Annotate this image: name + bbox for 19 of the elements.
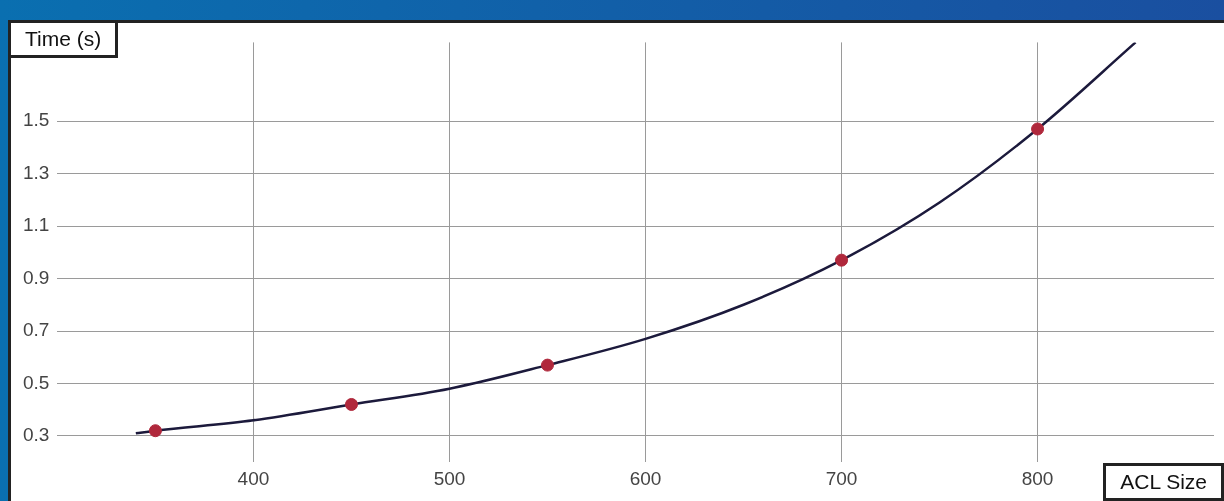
- y-tick-label: 1.3: [22, 161, 50, 183]
- y-tick-label: 0.7: [22, 319, 50, 341]
- point: [344, 397, 358, 411]
- point: [835, 253, 849, 267]
- x-tick-label: 600: [629, 467, 662, 489]
- y-tick-label: 1.1: [22, 214, 50, 236]
- y-tick-label: 0.3: [22, 424, 50, 446]
- point: [540, 358, 554, 372]
- y-axis-title: Time (s): [8, 20, 119, 58]
- x-tick-label: 500: [433, 467, 466, 489]
- point: [148, 424, 162, 438]
- point: [1031, 122, 1045, 136]
- x-tick-label: 700: [825, 467, 858, 489]
- y-tick-label: 0.9: [22, 266, 50, 288]
- y-tick-label: 1.5: [22, 109, 50, 131]
- x-axis-title: ACL Size: [1103, 463, 1224, 501]
- x-tick-label: 400: [237, 467, 270, 489]
- y-tick-label: 0.5: [22, 371, 50, 393]
- x-tick-label: 800: [1021, 467, 1054, 489]
